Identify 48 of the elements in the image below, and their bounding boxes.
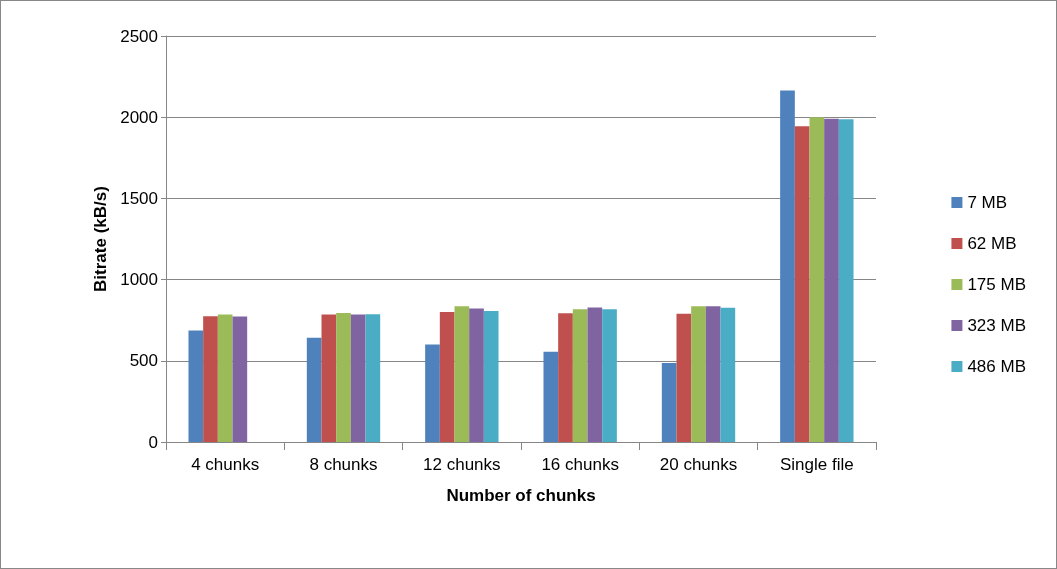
bar: [587, 307, 603, 442]
x-tick-label: 4 chunks: [191, 455, 260, 474]
bar: [439, 311, 455, 442]
bar: [469, 308, 484, 442]
x-tick-label: 12 chunks: [423, 455, 501, 474]
bar: [705, 306, 721, 442]
bar: [543, 351, 559, 442]
bar: [306, 337, 322, 442]
bar: [824, 118, 839, 442]
x-tick-label: Single file: [779, 455, 854, 474]
x-tick-label: 20 chunks: [659, 455, 738, 474]
bar: [558, 313, 573, 442]
bar: [483, 311, 499, 442]
bar: [794, 126, 810, 442]
bar: [676, 313, 692, 442]
y-tick-label: 0: [148, 432, 158, 452]
bar: [809, 117, 825, 442]
bar: [217, 314, 233, 442]
bar: [838, 119, 854, 442]
bar: [336, 312, 351, 442]
bar: [454, 306, 470, 442]
legend-label: 175 MB: [967, 275, 1027, 294]
bar: [188, 330, 204, 442]
bar: [365, 314, 381, 442]
x-tick-label: 16 chunks: [541, 455, 619, 474]
y-tick-label: 1000: [120, 270, 158, 290]
bar: [691, 306, 706, 442]
bar: [661, 363, 677, 442]
y-tick-label: 500: [129, 351, 158, 371]
x-axis-title: Number of chunks: [446, 486, 596, 505]
y-tick-label: 2500: [120, 26, 158, 46]
bar: [572, 309, 588, 442]
y-axis-title: Bitrate (kB/s): [91, 186, 111, 292]
legend-label: 486 MB: [967, 357, 1027, 376]
bar: [602, 309, 617, 442]
bar: [232, 316, 248, 442]
bar: [425, 344, 440, 442]
legend-label: 7 MB: [967, 193, 1008, 212]
y-tick-label: 1500: [120, 188, 158, 208]
legend-label: 62 MB: [967, 234, 1017, 253]
x-tick-label: 8 chunks: [309, 455, 378, 474]
bar: [350, 314, 366, 442]
bar: [321, 314, 337, 442]
bar: [780, 90, 795, 442]
bar: [720, 307, 736, 442]
bar: [203, 316, 218, 442]
legend-label: 323 MB: [967, 316, 1027, 335]
y-tick-label: 2000: [120, 107, 158, 127]
